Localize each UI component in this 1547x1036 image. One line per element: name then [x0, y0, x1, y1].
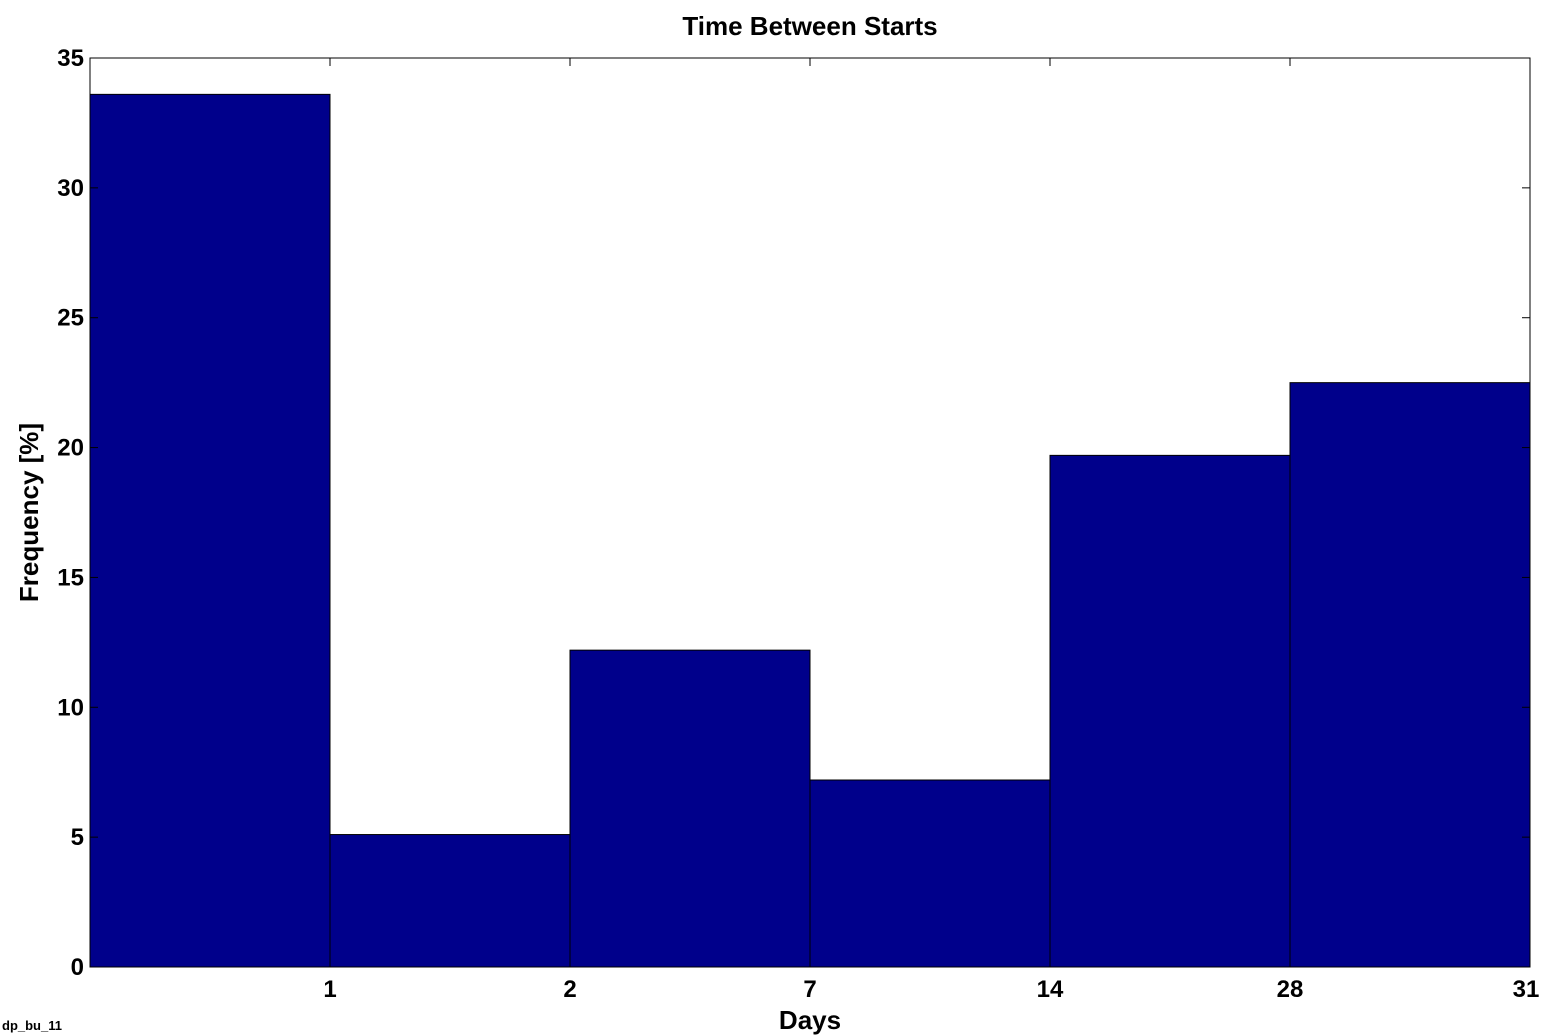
bar-2 [329, 834, 571, 968]
x-axis-title: Days [779, 1005, 841, 1035]
y-tick-label: 30 [57, 175, 84, 202]
bars-layer [89, 93, 1531, 968]
bar-6 [1289, 382, 1531, 968]
x-tick-label: 2 [563, 976, 576, 1003]
x-tick-label: 31 [1513, 976, 1540, 1003]
x-tick-label: 7 [803, 976, 816, 1003]
bar-4 [809, 779, 1051, 968]
bar-5 [1049, 454, 1291, 968]
x-tick-label: 1 [323, 976, 336, 1003]
bar-3 [569, 649, 811, 968]
y-axis-title: Frequency [%] [14, 423, 44, 602]
plot-area-frame [89, 57, 1531, 968]
y-tick-label: 20 [57, 435, 84, 462]
y-tick-label: 5 [71, 824, 84, 851]
labels-layer: 0 5 10 15 20 25 30 35 1 2 7 14 28 31 [57, 45, 1539, 1003]
figure-tag: dp_bu_11 [2, 1018, 62, 1033]
y-tick-label: 25 [57, 305, 84, 332]
y-tick-label: 0 [71, 954, 84, 981]
ticks-layer [90, 57, 1531, 968]
bar-1 [89, 93, 331, 968]
y-tick-label: 10 [57, 694, 84, 721]
x-tick-label: 14 [1037, 976, 1064, 1003]
y-tick-label: 15 [57, 564, 84, 591]
y-tick-label: 35 [57, 45, 84, 72]
chart-title: Time Between Starts [682, 11, 937, 41]
x-tick-label: 28 [1277, 976, 1304, 1003]
